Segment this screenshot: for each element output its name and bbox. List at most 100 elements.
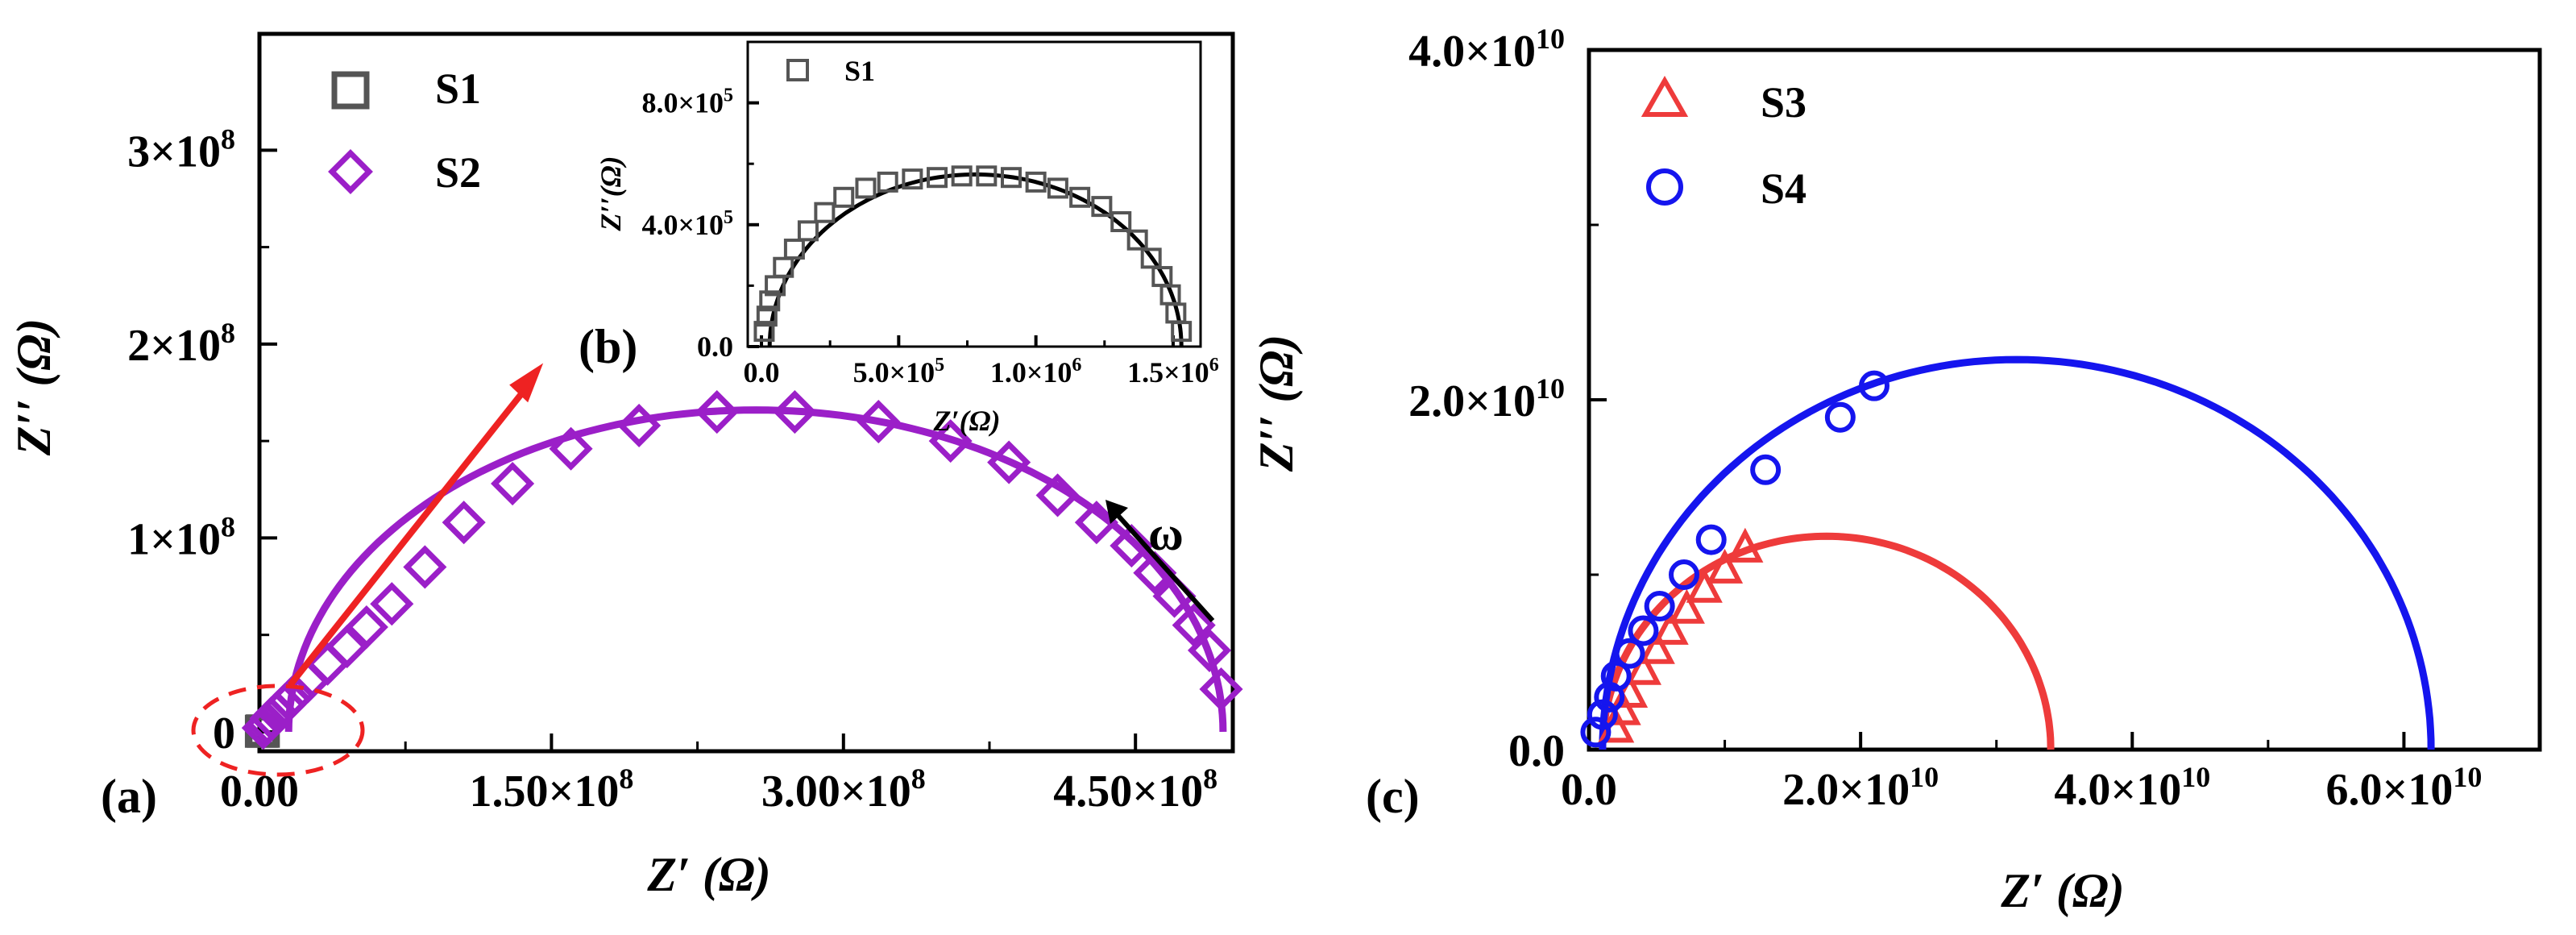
data-point-s1 xyxy=(833,186,855,208)
origin-highlight-ellipse xyxy=(191,684,365,777)
data-point-s1 xyxy=(759,290,781,312)
data-point-s3 xyxy=(1727,527,1764,563)
data-point-s1 xyxy=(1025,171,1047,193)
y-tick-label: 8.0×105 xyxy=(641,85,733,119)
data-point-s4 xyxy=(1614,638,1645,669)
panel-a-ylabel: Z′′ (Ω) xyxy=(7,318,60,456)
data-point-s2 xyxy=(1035,473,1080,517)
data-point-s2 xyxy=(773,390,817,434)
panel-a-xlabel: Z′ (Ω) xyxy=(646,848,770,901)
data-point-s4 xyxy=(1824,401,1856,433)
data-point-s4 xyxy=(1628,615,1659,646)
y-tick-label: 2.0×1010 xyxy=(1408,372,1565,426)
data-point-s1 xyxy=(902,168,923,190)
data-point-s1 xyxy=(1110,211,1132,233)
data-point-s4 xyxy=(1695,524,1727,555)
legend-marker-s1 xyxy=(331,71,370,110)
x-tick-label: 0.0 xyxy=(1561,765,1617,815)
x-tick-label: 1.0×106 xyxy=(990,355,1082,389)
data-point-s2 xyxy=(549,426,593,471)
red-arrow-line xyxy=(287,389,527,688)
data-point-s3 xyxy=(1686,567,1723,603)
legend-label-s3: S3 xyxy=(1761,78,1807,127)
data-point-s4 xyxy=(1587,699,1618,730)
inset-ylabel: Z′′(Ω) xyxy=(595,156,627,231)
inset-legend-label-s1: S1 xyxy=(844,55,875,87)
data-point-s1 xyxy=(951,165,973,187)
panel-c: 0.0 2.0×1010 4.0×1010 6.0×1010 0.0 2.0×1010 4.… xyxy=(1250,23,2542,917)
data-point-s1 xyxy=(773,256,794,278)
y-tick-label: 4.0×1010 xyxy=(1408,23,1565,77)
data-point-s2 xyxy=(857,400,901,444)
legend-label-s4: S4 xyxy=(1761,164,1807,213)
data-point-s1 xyxy=(756,305,778,327)
data-point-s1 xyxy=(1000,167,1022,189)
y-tick-label: 0 xyxy=(213,709,235,758)
data-point-s4 xyxy=(1750,454,1782,485)
omega-arrow-line xyxy=(1116,513,1215,623)
data-point-s1 xyxy=(855,177,877,199)
data-point-s4 xyxy=(1580,717,1612,748)
data-point-s1 xyxy=(877,171,898,193)
data-point-s2 xyxy=(263,683,307,727)
data-point-s2 xyxy=(1172,603,1216,647)
data-point-s4 xyxy=(1644,591,1675,622)
data-point-s1 xyxy=(976,165,998,187)
data-point-s3 xyxy=(1638,629,1675,664)
data-point-s1 xyxy=(814,202,836,223)
inset-background xyxy=(748,42,1201,347)
data-point-s2 xyxy=(403,545,447,589)
x-tick-label: 4.0×1010 xyxy=(2054,761,2210,815)
y-tick-label: 0.0 xyxy=(1508,726,1565,776)
fit-curve-s2 xyxy=(284,406,1227,732)
data-point-s2 xyxy=(344,605,388,650)
legend-label-s2: S2 xyxy=(435,148,481,197)
data-point-s2 xyxy=(1199,667,1243,712)
red-arrow-head xyxy=(509,363,544,403)
omega-label: ω xyxy=(1148,507,1184,560)
fit-curve-s4 xyxy=(1599,355,2435,750)
data-point-s2 xyxy=(442,501,486,545)
legend-marker-s2 xyxy=(328,149,373,194)
panel-c-ylabel: Z′′ (Ω) xyxy=(1250,335,1303,472)
data-point-s3 xyxy=(1624,650,1661,685)
data-point-s1 xyxy=(797,220,819,242)
data-point-s1 xyxy=(927,167,948,189)
data-point-s2 xyxy=(987,440,1031,484)
panel-c-frame xyxy=(1587,48,2542,752)
data-point-s1 xyxy=(783,239,805,260)
data-point-s2 xyxy=(695,390,739,434)
y-tick-label: 0.0 xyxy=(697,330,733,363)
data-point-s1 xyxy=(1140,247,1162,269)
inset-frame xyxy=(746,40,1202,348)
inset-legend-marker-s1 xyxy=(786,59,809,81)
data-point-s2 xyxy=(617,403,662,447)
panel-a: 0.00 1.50×108 3.00×108 4.50×10801×1082×1083… xyxy=(7,31,1243,901)
panel-c-xlabel: Z′ (Ω) xyxy=(2000,864,2124,917)
data-point-s2 xyxy=(491,462,535,506)
x-tick-label: 5.0×105 xyxy=(853,355,945,389)
y-tick-label: 2×108 xyxy=(127,317,235,371)
y-tick-label: 4.0×105 xyxy=(641,207,733,241)
panel-a-label: (a) xyxy=(101,770,157,823)
legend-marker-s4 xyxy=(1646,168,1683,206)
panel-a-frame xyxy=(257,31,1235,754)
y-tick-label: 1×108 xyxy=(127,510,235,564)
data-point-s4 xyxy=(1669,559,1699,590)
data-point-s2 xyxy=(1074,501,1118,545)
fit-curve-s1 xyxy=(767,172,1184,347)
data-point-s1 xyxy=(1047,177,1068,199)
panel-b-inset: 0.0 5.0×105 1.0×106 1.5×106 0.0 4.0×105 8.0×10… xyxy=(595,40,1219,437)
data-point-s2 xyxy=(928,419,973,463)
data-point-s3 xyxy=(1652,609,1689,645)
legend-label-s1: S1 xyxy=(435,64,481,113)
inset-xlabel: Z′(Ω) xyxy=(933,405,1001,437)
data-point-s4 xyxy=(1600,660,1632,692)
data-point-s1 xyxy=(1091,196,1113,218)
x-tick-label: 1.5×106 xyxy=(1127,355,1219,389)
data-point-s1 xyxy=(1171,321,1193,343)
data-point-s2 xyxy=(1110,523,1154,568)
data-point-s1 xyxy=(753,321,775,343)
x-tick-label: 4.50×108 xyxy=(1053,763,1217,817)
